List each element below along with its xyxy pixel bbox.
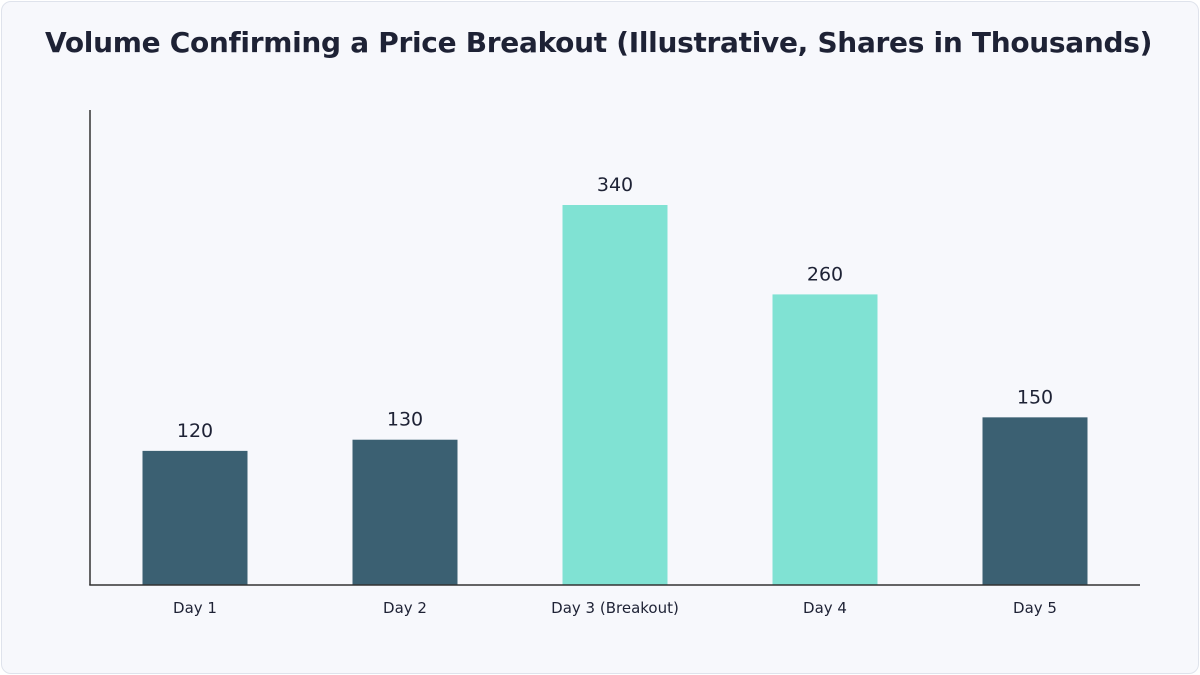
bar-3: [562, 205, 668, 585]
bar-2: [352, 439, 458, 585]
x-tick-label: Day 5: [1013, 599, 1057, 617]
bar-value-label: 150: [1017, 386, 1053, 408]
x-tick-label: Day 4: [803, 599, 847, 617]
bar-4: [772, 294, 878, 585]
bar-value-label: 130: [387, 409, 423, 431]
chart-title: Volume Confirming a Price Breakout (Illu…: [45, 26, 1153, 59]
x-tick-label: Day 3 (Breakout): [551, 599, 679, 617]
x-tick-label: Day 1: [173, 599, 217, 617]
data-labels-group: 120 130 340 260 150: [177, 174, 1053, 442]
bar-5: [982, 417, 1088, 585]
bars-group: [142, 205, 1088, 585]
bar-value-label: 260: [807, 263, 843, 285]
bar-1: [142, 450, 248, 585]
x-tick-labels-group: Day 1 Day 2 Day 3 (Breakout) Day 4 Day 5: [173, 599, 1057, 617]
x-tick-label: Day 2: [383, 599, 427, 617]
bar-value-label: 120: [177, 420, 213, 442]
bar-value-label: 340: [597, 174, 633, 196]
